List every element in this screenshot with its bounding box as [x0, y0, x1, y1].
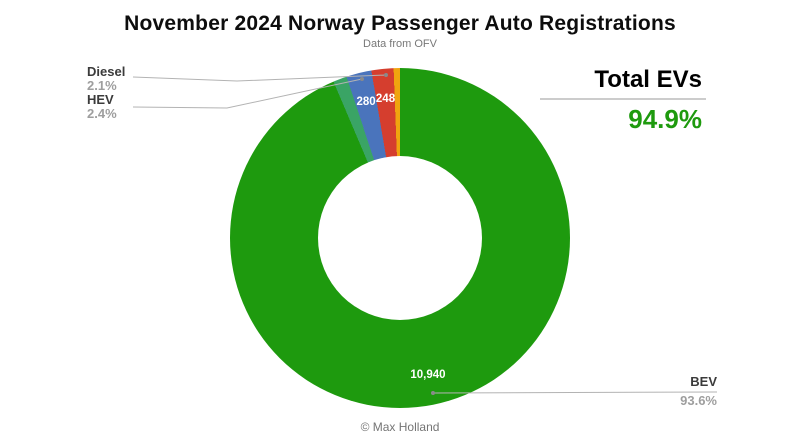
- chart-subtitle: Data from OFV: [363, 38, 437, 50]
- callout-bev: BEV 93.6%: [680, 375, 717, 408]
- callout-hev-name: HEV: [87, 92, 114, 107]
- total-evs-value: 94.9%: [628, 104, 702, 134]
- total-evs: Total EVs 94.9%: [540, 66, 706, 135]
- credit: © Max Holland: [360, 420, 440, 434]
- slice-value-label: 10,940: [410, 369, 446, 382]
- slice-value-label: 280: [356, 96, 376, 109]
- callout-bev-pct: 93.6%: [680, 393, 717, 408]
- callout-diesel-name: Diesel: [87, 64, 126, 79]
- callout-diesel-pct: 2.1%: [87, 78, 117, 93]
- callout-hev-pct: 2.4%: [87, 106, 117, 121]
- donut-hole: [318, 156, 482, 320]
- callout-diesel: Diesel 2.1%: [87, 65, 125, 93]
- callout-bev-name: BEV: [690, 374, 717, 389]
- callout-hev: HEV 2.4%: [87, 93, 117, 121]
- slice-value-label: 248: [375, 92, 396, 105]
- chart-title: November 2024 Norway Passenger Auto Regi…: [124, 12, 676, 35]
- total-evs-label: Total EVs: [540, 66, 706, 100]
